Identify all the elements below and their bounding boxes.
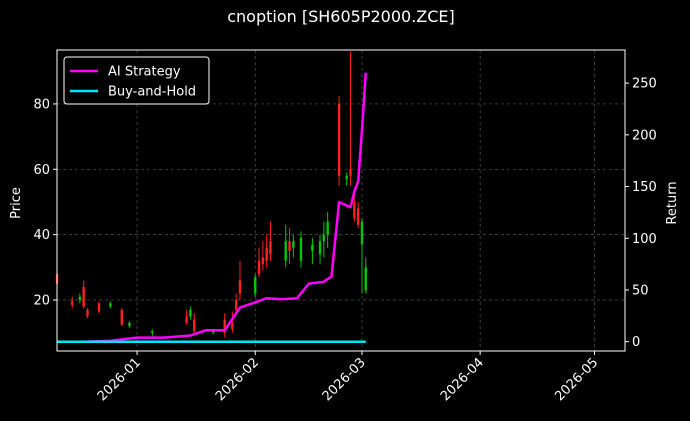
candlestick xyxy=(238,260,242,301)
candlestick xyxy=(109,301,112,309)
series-lines xyxy=(57,72,368,343)
candlestick xyxy=(185,309,188,325)
candlestick xyxy=(189,306,192,320)
candle-body xyxy=(261,257,265,265)
candle-body xyxy=(189,309,192,317)
plot-frame xyxy=(56,49,626,352)
candle-body xyxy=(364,267,367,291)
candlestick xyxy=(265,234,268,268)
candlestick xyxy=(257,247,261,278)
candlestick xyxy=(292,234,295,258)
legend: AI Strategy Buy-and-Hold xyxy=(63,56,210,105)
candle-body xyxy=(337,103,341,176)
y-left-tick-label: 80 xyxy=(33,97,50,112)
candlestick xyxy=(71,296,74,309)
candle-body xyxy=(257,260,261,274)
candle-body xyxy=(345,175,348,180)
candle-body xyxy=(97,303,101,312)
candlestick xyxy=(345,172,348,186)
chart-title: cnoption [SH605P2000.ZCE] xyxy=(227,7,455,26)
candle-body xyxy=(356,208,360,225)
candlestick xyxy=(288,228,291,265)
candle-body xyxy=(265,247,268,261)
y-right-tick-label: 150 xyxy=(632,180,657,195)
candlestick xyxy=(326,211,329,248)
candlestick xyxy=(284,224,287,268)
candlestick xyxy=(364,257,367,294)
candle-body xyxy=(326,221,329,235)
y-right-tick-label: 50 xyxy=(632,283,649,298)
candle-body xyxy=(223,319,226,333)
candlestick xyxy=(120,308,124,327)
legend-box xyxy=(63,56,210,105)
candlestick xyxy=(311,237,314,265)
candlestick xyxy=(97,301,101,314)
candle-body xyxy=(212,331,215,333)
candle-body xyxy=(86,309,89,317)
candle-body xyxy=(238,280,242,294)
candle-body xyxy=(78,296,82,301)
candle-body xyxy=(360,221,364,245)
candlestick xyxy=(193,313,196,333)
y-right-tick-label: 200 xyxy=(632,128,657,143)
y-right-tick-label: 0 xyxy=(632,335,640,350)
y-right-tick-label: 100 xyxy=(632,232,657,247)
candle-body xyxy=(120,309,124,325)
candlestick xyxy=(353,192,356,222)
candlestick xyxy=(223,313,226,338)
candle-body xyxy=(254,277,257,294)
candle-body xyxy=(151,331,154,333)
candlestick xyxy=(128,321,131,328)
candle-body xyxy=(284,241,287,261)
candlesticks xyxy=(55,51,367,340)
candle-body xyxy=(322,234,326,242)
candlestick xyxy=(269,221,272,261)
candlestick xyxy=(360,218,364,294)
candle-body xyxy=(311,244,314,251)
candlestick xyxy=(356,201,360,229)
y-left-tick-label: 20 xyxy=(33,294,50,309)
candlestick xyxy=(261,241,265,271)
legend-label-ai-strategy: AI Strategy xyxy=(108,65,181,80)
candlestick xyxy=(337,95,341,186)
candle-body xyxy=(231,322,234,330)
candle-body xyxy=(299,237,303,261)
candle-body xyxy=(288,241,291,251)
candle-body xyxy=(234,300,238,310)
candlestick xyxy=(231,311,234,333)
y-axis-right-label: Return xyxy=(665,181,680,224)
candlestick xyxy=(86,308,89,318)
candle-body xyxy=(82,286,85,307)
candle-body xyxy=(71,301,74,305)
candle-body xyxy=(349,169,352,176)
candlestick xyxy=(254,273,257,297)
candlestick xyxy=(82,280,85,309)
legend-label-buy-and-hold: Buy-and-Hold xyxy=(108,85,196,100)
candle-body xyxy=(193,319,196,332)
y-right-tick-label: 250 xyxy=(632,77,657,92)
candlestick xyxy=(234,293,238,314)
candle-body xyxy=(185,316,188,323)
candlestick xyxy=(299,231,303,268)
candlestick xyxy=(322,221,326,258)
y-axis-left-label: Price xyxy=(9,187,24,219)
candle-body xyxy=(128,322,131,327)
candle-body xyxy=(318,241,322,255)
candlestick xyxy=(318,234,322,265)
candle-body xyxy=(269,241,272,255)
candle-body xyxy=(109,303,112,307)
y-left-tick-label: 40 xyxy=(33,228,50,243)
series-line-ai-strategy xyxy=(57,72,368,343)
y-left-tick-label: 60 xyxy=(33,163,50,178)
candle-body xyxy=(353,201,356,219)
candle-body xyxy=(292,241,295,248)
candlestick xyxy=(78,293,82,304)
candlestick xyxy=(349,51,352,186)
